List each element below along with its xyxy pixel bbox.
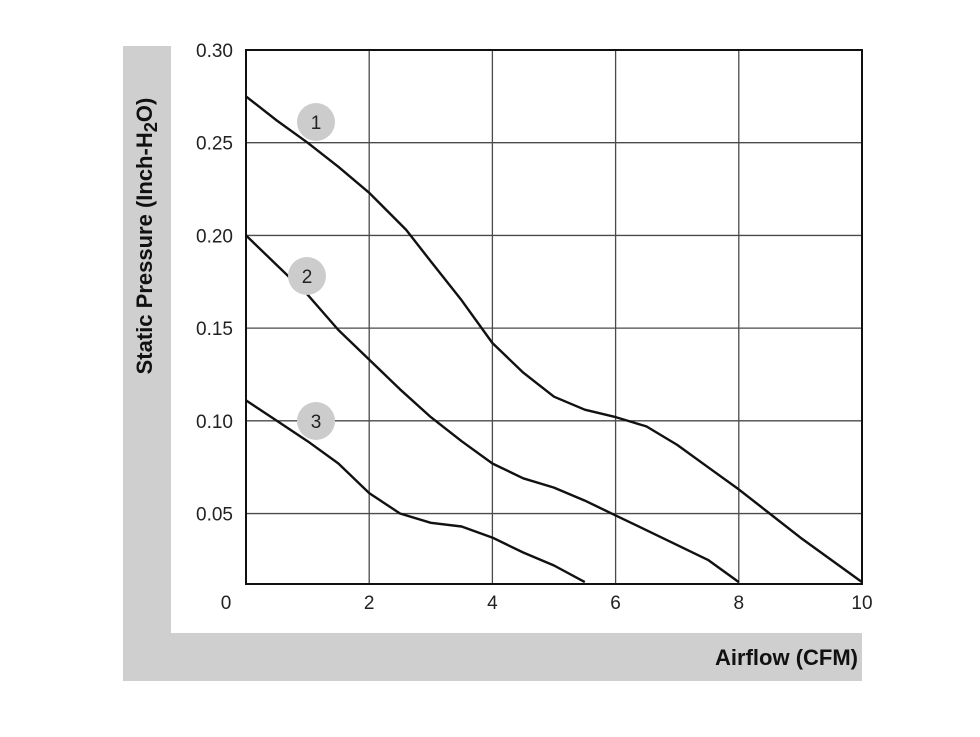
plot-frame [245, 49, 863, 585]
series-badge-label-3: 3 [311, 412, 322, 433]
series-line-3 [245, 399, 586, 584]
series-line-1 [245, 95, 863, 584]
series-badge-label-2: 2 [302, 267, 313, 288]
y-tick-label: 0.20 [196, 226, 233, 247]
x-axis-label: Airflow (CFM) [715, 645, 858, 670]
plot-area [246, 50, 862, 584]
y-tick-label: 0.15 [196, 319, 233, 340]
x-tick-label: 10 [851, 593, 872, 614]
series-line-2 [245, 234, 740, 584]
series-badge-3 [297, 402, 335, 440]
x-tick-label: 6 [610, 593, 621, 614]
bottom-decor-band [123, 633, 862, 681]
series-badge-2 [288, 257, 326, 295]
y-tick-label: 0.05 [196, 505, 233, 526]
y-tick-label: 0.30 [196, 41, 233, 62]
x-tick-label: 8 [734, 593, 745, 614]
left-decor-band [123, 46, 171, 681]
series-badge-1 [297, 103, 335, 141]
y-tick-label: 0.10 [196, 412, 233, 433]
y-tick-label: 0.25 [196, 134, 233, 155]
x-tick-label: 2 [364, 593, 375, 614]
x-tick-label: 4 [487, 593, 498, 614]
origin-label: 0 [221, 593, 232, 614]
series-badge-label-1: 1 [311, 113, 322, 134]
